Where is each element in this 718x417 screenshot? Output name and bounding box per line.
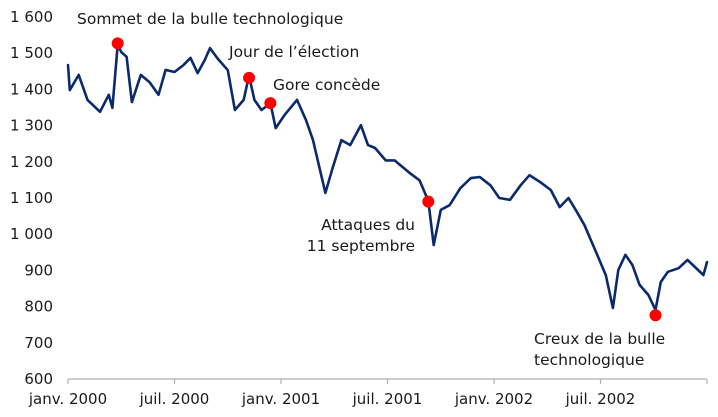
event-marker	[243, 71, 256, 84]
y-tick-label: 800	[24, 298, 53, 316]
y-axis: 600 700 800 900 1 000 1 100 1 200 1 300 1 400 1 5…	[10, 8, 53, 388]
event-annotations: Sommet de la bulle technologique Jour de …	[77, 10, 665, 369]
annotation-label: Attaques du	[321, 216, 415, 234]
annotation-label: 11 septembre	[307, 237, 415, 255]
event-marker	[422, 195, 435, 208]
y-tick-label: 1 400	[10, 80, 53, 98]
x-tick-label: juil. 2001	[352, 390, 423, 408]
x-tick-label: juil. 2000	[139, 390, 210, 408]
annotation-label: Sommet de la bulle technologique	[77, 10, 343, 28]
y-tick-label: 1 200	[10, 153, 53, 171]
index-line	[66, 43, 709, 312]
y-tick-label: 1 300	[10, 117, 53, 135]
y-tick-label: 1 000	[10, 225, 53, 243]
x-tick-label: janv. 2000	[28, 390, 107, 408]
annotation-label: Creux de la bulle	[534, 330, 665, 348]
y-tick-label: 700	[24, 334, 53, 352]
event-marker	[111, 37, 124, 50]
x-tick-label: janv. 2001	[241, 390, 320, 408]
event-marker	[649, 309, 662, 322]
x-tick-label: juil. 2002	[565, 390, 636, 408]
y-tick-label: 900	[24, 261, 53, 279]
x-axis: janv. 2000 juil. 2000 janv. 2001 juil. 2001…	[28, 378, 708, 408]
y-tick-label: 1 500	[10, 44, 53, 62]
x-tick-label: janv. 2002	[454, 390, 533, 408]
annotation-label: Jour de l’élection	[228, 43, 359, 61]
annotation-label: Gore concède	[273, 76, 380, 94]
event-marker	[264, 97, 277, 110]
annotation-label: technologique	[534, 351, 644, 369]
y-tick-label: 600	[24, 370, 53, 388]
y-tick-label: 1 600	[10, 8, 53, 26]
event-markers	[111, 37, 662, 322]
y-tick-label: 1 100	[10, 189, 53, 207]
